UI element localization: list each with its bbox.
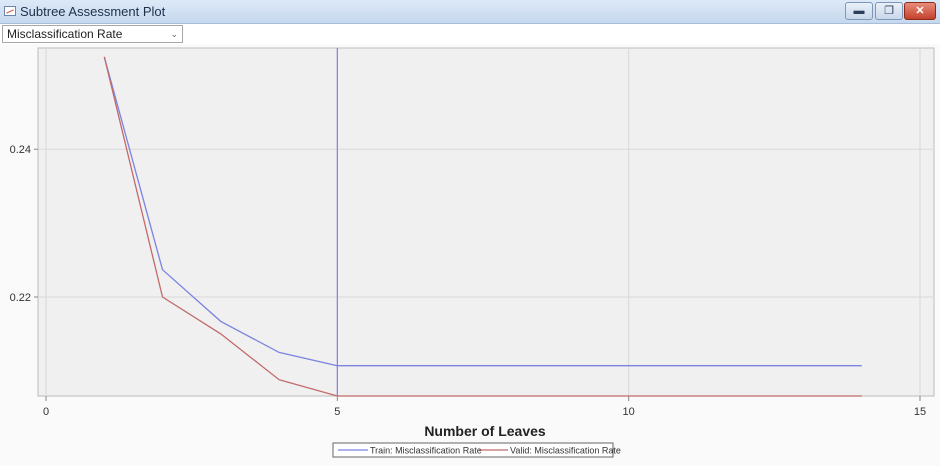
chevron-down-icon: ⌄: [170, 29, 178, 39]
subtree-assessment-chart: 0.22 0.24 0 5 10 15 Number of Leaves Train: …: [10, 47, 935, 458]
restore-button[interactable]: ❐: [875, 2, 903, 20]
x-tick-label: 10: [623, 406, 635, 418]
y-tick-label: 0.22: [10, 292, 31, 304]
statistic-dropdown[interactable]: Misclassification Rate ⌄: [2, 25, 183, 43]
x-axis-label: Number of Leaves: [424, 423, 546, 439]
x-axis-ticks: 0 5 10 15: [43, 396, 926, 418]
close-button[interactable]: ✕: [904, 2, 936, 20]
series-line-valid: [103, 56, 862, 397]
x-tick-label: 5: [334, 406, 340, 418]
window-title: Subtree Assessment Plot: [20, 4, 166, 19]
statistic-dropdown-value: Misclassification Rate: [7, 27, 123, 41]
legend-label-train: Train: Misclassification Rate: [370, 446, 482, 456]
title-bar: Subtree Assessment Plot ▬ ❐ ✕: [0, 0, 940, 24]
minimize-button[interactable]: ▬: [845, 2, 873, 20]
x-tick-label: 0: [43, 406, 49, 418]
series-lines: [103, 48, 862, 397]
series-line-train: [103, 56, 862, 367]
x-tick-label: 15: [914, 406, 926, 418]
legend: Train: Misclassification Rate Valid: Mis…: [332, 442, 621, 458]
chart-app-icon: [4, 6, 16, 16]
plot-background: [37, 47, 935, 397]
legend-label-valid: Valid: Misclassification Rate: [510, 446, 621, 456]
chart-area: 0.22 0.24 0 5 10 15 Number of Leaves Train: …: [0, 44, 940, 466]
y-tick-label: 0.24: [10, 144, 31, 156]
legend-box: [332, 442, 614, 458]
y-axis-ticks: 0.22 0.24: [10, 144, 38, 304]
